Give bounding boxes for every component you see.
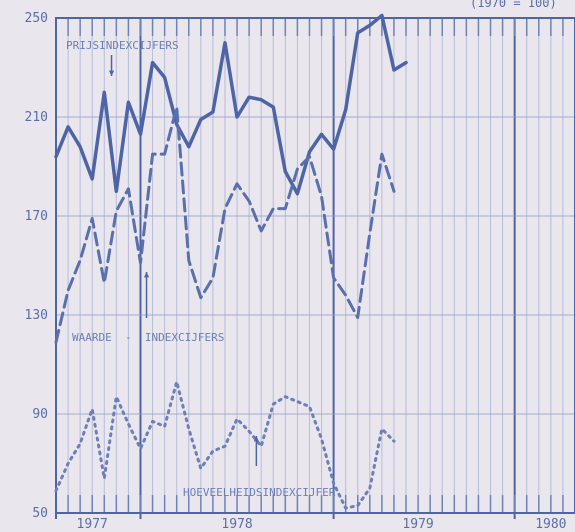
- annotations: [108, 55, 259, 466]
- series-line-solid: [54, 13, 408, 196]
- y-tick-label: 130: [25, 308, 48, 323]
- x-tick-label: 1980: [535, 517, 566, 532]
- annotation-arrow-head: [143, 272, 150, 278]
- corner-note: (1970 = 100): [470, 0, 557, 10]
- series-line-dashed: [54, 105, 396, 344]
- annotation-arrow-head: [108, 70, 115, 76]
- y-tick-label: 250: [25, 11, 48, 26]
- annotation-hoeveelheidsindexcijfer: HOEVEELHEIDSINDEXCIJFER: [183, 486, 336, 499]
- x-tick-label: 1979: [402, 517, 433, 532]
- axes: 50 90 130 170 210 250 1977 1978 1979 1980: [25, 11, 575, 532]
- y-tick-label: 50: [32, 506, 48, 521]
- annotation-waarde-indexcijfers: WAARDE - INDEXCIJFERS: [72, 331, 224, 344]
- x-tick-label: 1978: [221, 517, 252, 532]
- series-line-dotted: [54, 380, 396, 510]
- series-group: [54, 13, 408, 510]
- annotation-arrow-head: [253, 436, 259, 442]
- y-tick-label: 90: [32, 407, 48, 422]
- x-tick-label: 1977: [77, 517, 108, 532]
- y-tick-label: 170: [25, 209, 48, 224]
- y-tick-label: 210: [25, 110, 48, 125]
- plot-frame: [55, 17, 575, 514]
- annotation-prijsindexcijfers: PRIJSINDEXCIJFERS: [66, 39, 179, 52]
